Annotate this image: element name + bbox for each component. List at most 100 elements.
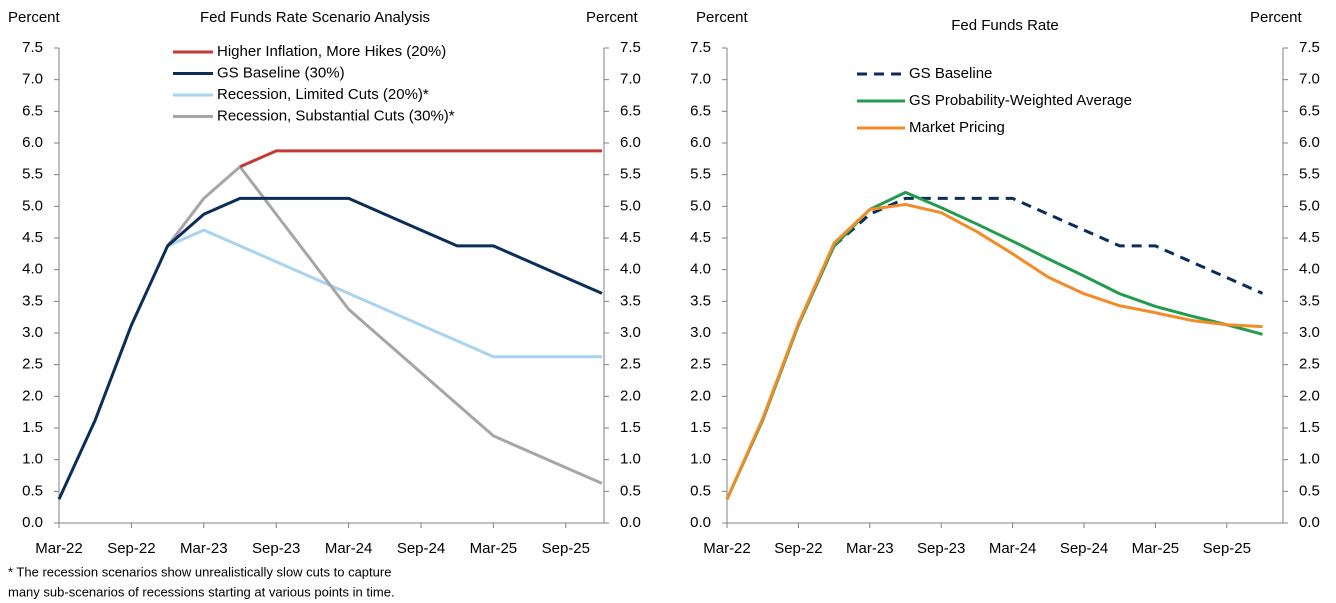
series-line <box>725 202 1263 500</box>
y-tick-label: 0.5 <box>22 482 43 499</box>
y-tick-label: 2.5 <box>22 356 43 373</box>
y-tick-label: 3.0 <box>22 324 43 341</box>
chart-title: Fed Funds Rate Scenario Analysis <box>200 9 430 26</box>
y2-tick-label: 1.5 <box>1299 419 1320 436</box>
y2-tick-label: 4.0 <box>620 261 641 278</box>
series-line <box>57 196 603 500</box>
series-line <box>725 190 1263 500</box>
y2-tick-label: 5.5 <box>620 166 641 183</box>
y2-tick-label: 7.5 <box>620 39 641 56</box>
y2-axis-label: Percent <box>1250 9 1303 26</box>
x-tick-label: Mar-24 <box>325 540 373 557</box>
y-tick-label: 3.5 <box>690 292 711 309</box>
y2-tick-label: 5.5 <box>1299 166 1320 183</box>
series-line <box>833 196 1264 295</box>
legend-label: GS Baseline <box>909 65 992 82</box>
y-tick-label: 5.5 <box>690 166 711 183</box>
y-tick-label: 7.5 <box>690 39 711 56</box>
y2-tick-label: 0.0 <box>620 514 641 531</box>
y2-tick-label: 0.5 <box>620 482 641 499</box>
x-tick-label: Sep-23 <box>917 540 965 557</box>
y2-tick-label: 7.0 <box>620 71 641 88</box>
y2-tick-label: 3.0 <box>1299 324 1320 341</box>
x-tick-label: Mar-22 <box>35 540 83 557</box>
legend-label: Market Pricing <box>909 119 1005 136</box>
footnote: * The recession scenarios show unrealist… <box>8 564 391 579</box>
y2-tick-label: 2.5 <box>620 356 641 373</box>
y2-tick-label: 1.5 <box>620 419 641 436</box>
y-axis-label: Percent <box>696 9 749 26</box>
y2-tick-label: 6.5 <box>620 102 641 119</box>
y2-axis-label: Percent <box>586 9 639 26</box>
y2-tick-label: 3.5 <box>620 292 641 309</box>
x-tick-label: Mar-23 <box>846 540 894 557</box>
y-tick-label: 4.5 <box>690 229 711 246</box>
y-tick-label: 0.0 <box>22 514 43 531</box>
y-axis-label: Percent <box>8 9 61 26</box>
y2-tick-label: 4.5 <box>1299 229 1320 246</box>
y-tick-label: 1.0 <box>22 451 43 468</box>
y-tick-label: 2.0 <box>22 387 43 404</box>
x-tick-label: Sep-24 <box>1060 540 1108 557</box>
y-tick-label: 4.0 <box>22 261 43 278</box>
y2-tick-label: 4.0 <box>1299 261 1320 278</box>
y2-tick-label: 6.0 <box>620 134 641 151</box>
y2-tick-label: 7.5 <box>1299 39 1320 56</box>
y-tick-label: 6.0 <box>22 134 43 151</box>
y2-tick-label: 1.0 <box>620 451 641 468</box>
x-tick-label: Sep-22 <box>107 540 155 557</box>
y-tick-label: 5.5 <box>22 166 43 183</box>
footnote: many sub-scenarios of recessions startin… <box>8 584 395 599</box>
y-tick-label: 6.0 <box>690 134 711 151</box>
y-tick-label: 5.0 <box>22 197 43 214</box>
y2-tick-label: 3.5 <box>1299 292 1320 309</box>
y-tick-label: 2.0 <box>690 387 711 404</box>
y-tick-label: 6.5 <box>22 102 43 119</box>
y-tick-label: 0.0 <box>690 514 711 531</box>
y-tick-label: 5.0 <box>690 197 711 214</box>
legend-label: Recession, Limited Cuts (20%)* <box>217 86 429 103</box>
y-tick-label: 4.5 <box>22 229 43 246</box>
legend-label: GS Baseline (30%) <box>217 64 345 81</box>
series-line <box>239 149 602 169</box>
x-tick-label: Mar-25 <box>470 540 518 557</box>
y-tick-label: 7.0 <box>690 71 711 88</box>
y-tick-label: 4.0 <box>690 261 711 278</box>
legend-label: Higher Inflation, More Hikes (20%) <box>217 43 446 60</box>
series-line <box>166 228 602 359</box>
x-tick-label: Sep-25 <box>1203 540 1251 557</box>
legend-label: GS Probability-Weighted Average <box>909 92 1132 109</box>
y2-tick-label: 6.5 <box>1299 102 1320 119</box>
chart-title: Fed Funds Rate <box>951 17 1059 34</box>
y2-tick-label: 2.5 <box>1299 356 1320 373</box>
x-tick-label: Sep-24 <box>397 540 445 557</box>
y2-tick-label: 1.0 <box>1299 451 1320 468</box>
y-tick-label: 1.0 <box>690 451 711 468</box>
x-tick-label: Mar-22 <box>703 540 751 557</box>
x-tick-label: Mar-24 <box>989 540 1037 557</box>
y-tick-label: 3.0 <box>690 324 711 341</box>
x-tick-label: Sep-25 <box>542 540 590 557</box>
y2-tick-label: 4.5 <box>620 229 641 246</box>
y-tick-label: 1.5 <box>22 419 43 436</box>
y2-tick-label: 5.0 <box>620 197 641 214</box>
y-tick-label: 0.5 <box>690 482 711 499</box>
y2-tick-label: 0.5 <box>1299 482 1320 499</box>
y2-tick-label: 6.0 <box>1299 134 1320 151</box>
y-tick-label: 7.0 <box>22 71 43 88</box>
y2-tick-label: 2.0 <box>620 387 641 404</box>
x-tick-label: Sep-22 <box>774 540 822 557</box>
y2-tick-label: 0.0 <box>1299 514 1320 531</box>
y-tick-label: 6.5 <box>690 102 711 119</box>
y2-tick-label: 5.0 <box>1299 197 1320 214</box>
x-tick-label: Sep-23 <box>252 540 300 557</box>
x-tick-label: Mar-25 <box>1132 540 1180 557</box>
y2-tick-label: 2.0 <box>1299 387 1320 404</box>
y-tick-label: 7.5 <box>22 39 43 56</box>
x-tick-label: Mar-23 <box>180 540 228 557</box>
y2-tick-label: 3.0 <box>620 324 641 341</box>
legend-label: Recession, Substantial Cuts (30%)* <box>217 107 455 124</box>
y2-tick-label: 7.0 <box>1299 71 1320 88</box>
y-tick-label: 3.5 <box>22 292 43 309</box>
